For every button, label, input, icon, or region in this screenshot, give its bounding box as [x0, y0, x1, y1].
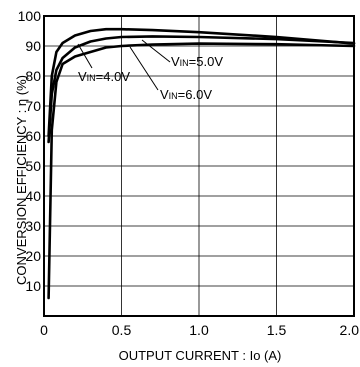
series-lines [47, 27, 356, 300]
y-axis-ticks: 10 20 30 40 50 60 70 80 90 100 [18, 8, 42, 294]
x-tick-label: 0 [40, 322, 48, 338]
y-tick-label: 30 [25, 218, 41, 234]
y-tick-label: 70 [25, 98, 41, 114]
x-axis-title: OUTPUT CURRENT : Io (A) [119, 348, 282, 363]
series-line-1 [47, 35, 356, 144]
y-tick-label: 60 [25, 128, 41, 144]
x-tick-label: 1.0 [189, 322, 209, 338]
y-tick-label: 100 [18, 8, 42, 24]
series-line-2 [47, 42, 356, 300]
y-tick-label: 50 [25, 158, 41, 174]
y-tick-label: 20 [25, 248, 41, 264]
plot-frame [43, 15, 355, 317]
x-tick-label: 1.5 [267, 322, 287, 338]
annotation-vin-5v: VIN=5.0V [171, 54, 223, 69]
y-tick-label: 90 [25, 38, 41, 54]
annotation-vin-6v: VIN=6.0V [160, 87, 212, 102]
x-axis-ticks: 0 0.5 1.0 1.5 2.0 [40, 322, 359, 338]
y-tick-label: 80 [25, 68, 41, 84]
x-tick-label: 2.0 [340, 322, 360, 338]
y-tick-label: 40 [25, 188, 41, 204]
y-axis-title: CONVERSION EFFICIENCY : η (%) [14, 75, 29, 285]
x-tick-label: 0.5 [112, 322, 132, 338]
leader-vin-5v [141, 39, 171, 63]
leader-vin-6v [129, 46, 159, 91]
y-tick-label: 10 [25, 278, 41, 294]
leader-vin-4v [77, 43, 93, 69]
series-line-0 [47, 27, 356, 138]
annotation-vin-4v: VIN=4.0V [78, 69, 130, 84]
